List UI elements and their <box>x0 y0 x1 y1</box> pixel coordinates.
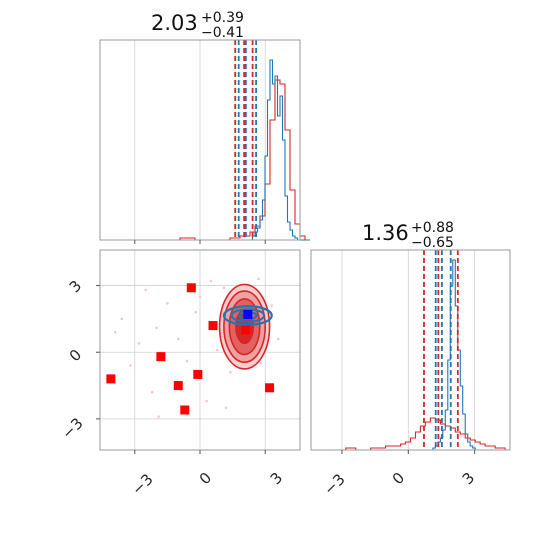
sample-point <box>224 406 228 410</box>
sample-point <box>120 317 124 321</box>
sample-point <box>113 330 117 334</box>
histogram-blue-series <box>100 59 310 241</box>
contour-blue <box>230 308 266 323</box>
title-2-minus: −0.65 <box>411 235 454 251</box>
x-tick-label: 0 <box>196 469 215 488</box>
histogram-param-1 <box>99 39 310 244</box>
marker-red-square <box>208 321 218 331</box>
x-tick-labels-joint: −3 0 3 <box>128 469 286 499</box>
x-tick-label: 0 <box>389 469 408 488</box>
marker-red-square <box>156 352 166 362</box>
sample-point <box>216 348 219 352</box>
sample-point <box>205 399 208 403</box>
sample-point <box>194 310 197 314</box>
sample-point <box>229 370 232 374</box>
y-tick-label: 0 <box>66 346 85 365</box>
x-tick-label: 3 <box>459 469 478 488</box>
sample-point <box>198 295 202 298</box>
title-2-value: 1.36 <box>362 221 409 245</box>
y-tick-label: −3 <box>58 414 86 442</box>
title-2-plus: +0.88 <box>411 220 454 236</box>
x-tick-label: 3 <box>267 469 286 488</box>
title-1-minus: −0.41 <box>201 25 244 41</box>
sample-point <box>150 390 154 394</box>
sample-point <box>137 342 141 345</box>
x-tick-labels-hist2: −3 0 3 <box>320 469 478 499</box>
histogram-blue-series <box>311 259 510 451</box>
contour-blue <box>222 305 273 326</box>
title-param-1: 2.03 +0.39 −0.41 <box>151 10 244 41</box>
y-tick-label: 3 <box>66 277 85 296</box>
marker-blue-square <box>243 309 253 319</box>
joint-distribution-panel <box>96 249 301 454</box>
sample-point <box>270 304 274 307</box>
histogram-param-2 <box>310 249 511 454</box>
x-tick-label: −3 <box>320 470 348 498</box>
title-param-2: 1.36 +0.88 −0.65 <box>362 220 454 251</box>
marker-red-square <box>241 325 251 335</box>
sample-point <box>259 362 263 365</box>
sample-point <box>276 337 280 341</box>
sample-point <box>155 326 158 330</box>
x-tick-label: −3 <box>128 470 156 498</box>
sample-point <box>144 288 147 292</box>
marker-red-square <box>180 405 190 415</box>
histogram-red-series <box>311 417 510 451</box>
panel-frame <box>310 249 511 451</box>
sample-point <box>257 277 260 281</box>
sample-point <box>222 286 226 290</box>
sample-point <box>209 279 213 283</box>
title-1-value: 2.03 <box>151 11 198 35</box>
sample-point <box>129 364 132 367</box>
histogram-red-series <box>100 79 310 241</box>
sample-point <box>185 359 189 363</box>
marker-red-square <box>173 381 183 391</box>
marker-red-square <box>106 374 116 384</box>
marker-red-square <box>265 383 275 393</box>
sample-point <box>176 337 180 341</box>
sample-point <box>157 415 160 418</box>
marker-red-square <box>186 283 196 293</box>
y-tick-labels-joint: 3 0 −3 <box>58 277 86 443</box>
title-1-plus: +0.39 <box>201 10 244 26</box>
marker-red-square <box>193 369 203 379</box>
sample-point <box>166 302 169 305</box>
